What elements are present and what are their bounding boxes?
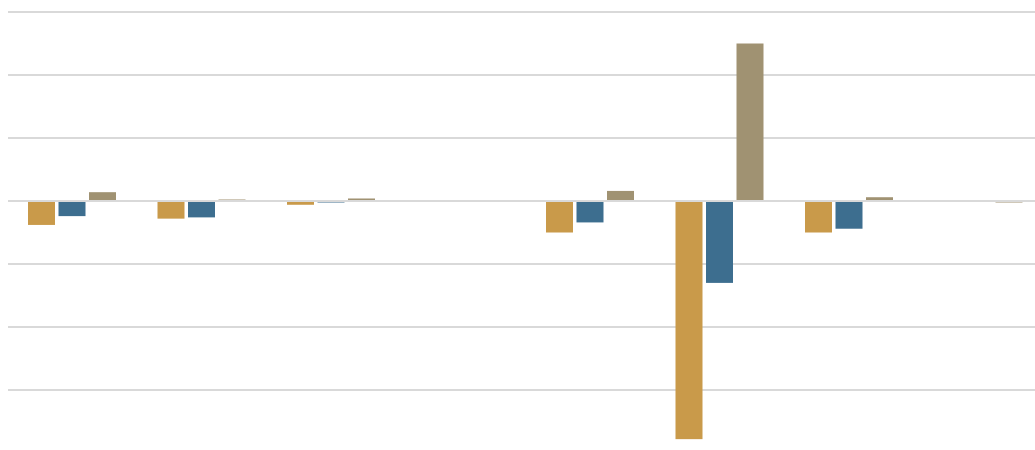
bar-series-1-category-5 xyxy=(546,201,573,233)
gridlines xyxy=(8,11,1035,391)
bars xyxy=(28,43,1023,440)
bar-series-2-category-7 xyxy=(835,201,863,229)
bar-series-3-category-1 xyxy=(89,192,116,201)
bar-series-1-category-1 xyxy=(28,201,55,225)
bar-series-2-category-5 xyxy=(576,201,604,223)
bar-series-1-category-2 xyxy=(157,201,185,219)
bar-series-1-category-6 xyxy=(675,201,703,440)
bar-series-2-category-1 xyxy=(58,201,86,217)
bar-series-2-category-2 xyxy=(188,201,215,218)
bar-series-1-category-3 xyxy=(287,201,314,205)
bar-series-3-category-6 xyxy=(736,43,764,201)
bar-series-2-category-6 xyxy=(706,201,733,283)
bar-series-1-category-7 xyxy=(805,201,832,233)
bar-series-3-category-5 xyxy=(607,190,634,201)
bar-series-3-category-7 xyxy=(866,197,893,201)
bar-series-3-category-3 xyxy=(348,198,375,201)
